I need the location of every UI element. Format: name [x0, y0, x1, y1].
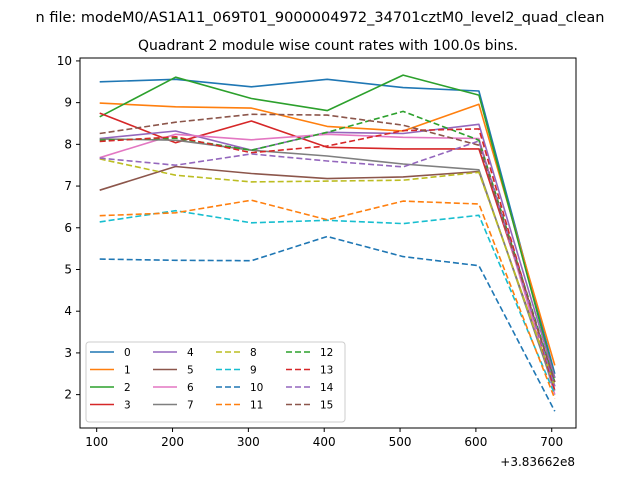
x-axis: 100 200 300 400 500 600 700: [85, 428, 563, 449]
series-line-9: [99, 209, 556, 395]
series-layer: [99, 74, 556, 412]
legend-label-3: 3: [124, 400, 131, 412]
y-tick-label: 7: [64, 179, 72, 193]
series-line-3: [99, 112, 556, 383]
legend-label-1: 1: [124, 365, 131, 377]
legend-label-14: 14: [320, 382, 334, 394]
x-offset-label: +3.83662e8: [500, 455, 575, 469]
y-tick-label: 3: [64, 346, 72, 360]
series-line-1: [99, 102, 556, 366]
figure-suptitle: n file: modeM0/AS1A11_069T01_9000004972_…: [36, 10, 605, 26]
y-tick-label: 6: [64, 221, 72, 235]
legend-label-6: 6: [187, 382, 194, 394]
series-line-2: [99, 74, 556, 379]
series-line-0: [99, 78, 556, 375]
legend-label-0: 0: [124, 347, 131, 359]
series-line-14: [99, 140, 556, 387]
legend-label-4: 4: [187, 347, 194, 359]
series-line-13: [99, 128, 556, 391]
chart-title: Quadrant 2 module wise count rates with …: [138, 38, 518, 54]
x-tick-label: 400: [313, 435, 336, 449]
y-tick-label: 4: [64, 304, 72, 318]
legend-label-7: 7: [187, 400, 194, 412]
y-tick-label: 8: [64, 137, 72, 151]
legend-box: [85, 341, 346, 423]
series-line-12: [99, 110, 556, 383]
series-line-7: [99, 138, 556, 391]
legend-label-10: 10: [250, 382, 263, 394]
legend-label-12: 12: [320, 347, 333, 359]
x-tick-label: 100: [85, 435, 108, 449]
x-tick-label: 500: [389, 435, 412, 449]
y-tick-label: 9: [64, 96, 72, 110]
series-line-8: [99, 158, 556, 387]
y-tick-label: 10: [57, 54, 72, 68]
y-axis: 2 3 4 5 6 7 8 9 10: [57, 54, 80, 402]
legend-label-2: 2: [124, 382, 131, 394]
x-tick-label: 700: [540, 435, 563, 449]
legend-label-11: 11: [250, 400, 263, 412]
y-tick-label: 5: [64, 262, 72, 276]
x-tick-label: 200: [161, 435, 184, 449]
x-tick-label: 600: [464, 435, 487, 449]
x-tick-label: 300: [237, 435, 260, 449]
legend-label-13: 13: [320, 365, 333, 377]
y-tick-label: 2: [64, 388, 72, 402]
series-line-15: [99, 113, 556, 383]
series-line-11: [99, 199, 556, 400]
series-line-6: [99, 133, 556, 395]
axes-frame: [79, 57, 577, 429]
series-line-10: [99, 235, 556, 412]
legend-label-5: 5: [187, 365, 194, 377]
legend-label-15: 15: [320, 400, 333, 412]
legend-label-8: 8: [250, 347, 257, 359]
legend-label-9: 9: [250, 365, 257, 377]
